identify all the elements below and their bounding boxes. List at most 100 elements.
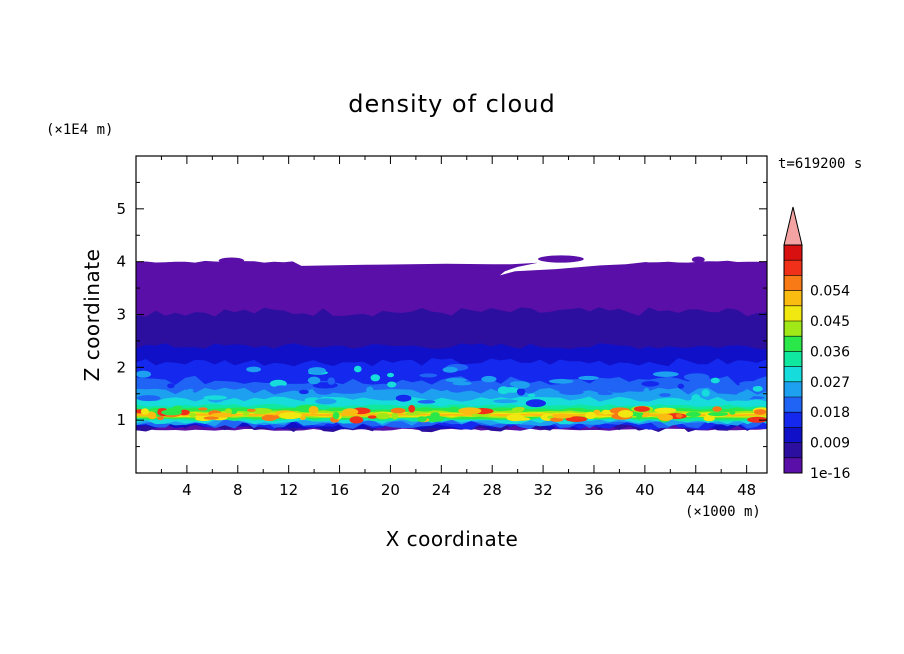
y-axis: 1 2 3 4 5 <box>116 181 767 448</box>
field-speckle <box>136 370 151 378</box>
field-speckle <box>308 367 326 375</box>
field-speckle <box>390 407 406 414</box>
field-speckle <box>448 406 460 412</box>
colorbar-swatch <box>784 260 802 276</box>
field-speckle <box>597 391 614 396</box>
field-speckle <box>299 389 309 395</box>
colorbar-swatch <box>784 412 802 428</box>
colorbar-label: 0.009 <box>810 436 850 452</box>
field-speckle <box>633 406 650 412</box>
colorbar-swatch <box>784 457 802 473</box>
field-speckle <box>278 412 302 420</box>
colorbar-swatch <box>784 381 802 397</box>
field-speckle <box>736 391 753 400</box>
field-speckle <box>376 412 390 420</box>
y-axis-label: Z coordinate <box>80 249 104 382</box>
field-speckle <box>273 385 290 393</box>
field-speckle <box>366 386 374 395</box>
field-speckle <box>147 411 157 420</box>
field-speckle <box>565 416 588 422</box>
field-speckle <box>188 412 197 417</box>
field-speckle <box>307 376 321 385</box>
field-speckle <box>387 381 397 388</box>
y-tick-label: 1 <box>116 411 126 429</box>
field-speckle <box>739 381 763 387</box>
colorbar-swatch <box>784 290 802 306</box>
time-label: t=619200 s <box>778 156 862 172</box>
colorbar-swatch <box>784 366 802 382</box>
field-speckle <box>308 406 319 414</box>
colorbar-swatch <box>784 397 802 413</box>
field-speckle <box>513 417 531 421</box>
field-speckle <box>178 409 190 416</box>
field-gap <box>291 156 658 276</box>
field-speckle <box>442 366 458 373</box>
colorbar-swatch <box>784 427 802 443</box>
field-speckle <box>161 402 185 406</box>
field-speckle <box>342 408 359 416</box>
field-speckle <box>377 393 386 399</box>
colorbar-label: 0.027 <box>810 375 850 391</box>
field-speckle <box>246 408 256 412</box>
field-speckle <box>658 414 673 421</box>
field-speckle <box>641 381 660 387</box>
field-speckle <box>752 385 763 392</box>
x-axis: 4 8 12 16 20 24 28 32 36 40 44 48 <box>160 156 756 499</box>
field-band <box>136 413 767 417</box>
colorbar-frame <box>783 244 803 474</box>
field-speckle <box>327 377 336 385</box>
x-tick-label: 44 <box>686 481 705 499</box>
field-speckle <box>452 381 472 386</box>
chart-title: density of cloud <box>348 90 555 118</box>
field-speckle <box>349 416 364 424</box>
field-speckle <box>417 400 436 404</box>
field-speckle <box>525 399 547 408</box>
field-speckle <box>652 371 679 378</box>
x-tick-label: 32 <box>534 481 553 499</box>
field-speckle <box>218 257 245 264</box>
field-speckle <box>408 405 416 413</box>
field-speckle <box>419 373 438 378</box>
field-speckle <box>334 368 350 373</box>
field-speckle <box>136 395 161 402</box>
colorbar-label: 1e-16 <box>810 466 850 482</box>
colorbar-label: 0.045 <box>810 314 850 330</box>
field-speckle <box>712 406 722 412</box>
field-speckle <box>210 412 235 418</box>
colorbar: 1e-16 0.009 0.018 0.027 0.036 0.045 0.054 <box>783 206 850 482</box>
field-speckle <box>314 387 334 395</box>
field-speckle <box>157 415 165 421</box>
field-speckle <box>417 416 427 422</box>
field-speckle <box>395 394 412 402</box>
y-tick-label: 4 <box>116 253 126 271</box>
field-speckle <box>691 256 705 263</box>
x-axis-label: X coordinate <box>386 527 519 551</box>
field-speckle <box>367 415 377 419</box>
x-tick-label: 36 <box>584 481 603 499</box>
field-speckle <box>242 412 250 417</box>
x-tick-label: 20 <box>381 481 400 499</box>
field-speckle <box>538 255 584 263</box>
x-tick-label: 28 <box>483 481 502 499</box>
field-speckle <box>707 412 729 417</box>
field-speckle <box>668 366 690 371</box>
x-tick-label: 16 <box>330 481 349 499</box>
field-speckle <box>753 409 767 415</box>
field-speckle <box>203 395 227 400</box>
field-speckle <box>203 416 219 420</box>
colorbar-swatch <box>784 321 802 337</box>
field-speckle <box>643 387 650 396</box>
field-speckle <box>187 388 194 393</box>
field-speckle <box>548 378 574 384</box>
field-speckle <box>189 367 201 372</box>
x-tick-label: 48 <box>737 481 756 499</box>
field-speckle <box>527 393 536 398</box>
field-speckle <box>468 365 481 372</box>
field-speckle <box>593 409 601 414</box>
field-speckle <box>617 410 634 418</box>
field-speckle <box>198 407 208 411</box>
field-speckle <box>299 416 306 420</box>
y-unit-label: (×1E4 m) <box>46 122 113 138</box>
field-speckle <box>387 372 394 378</box>
